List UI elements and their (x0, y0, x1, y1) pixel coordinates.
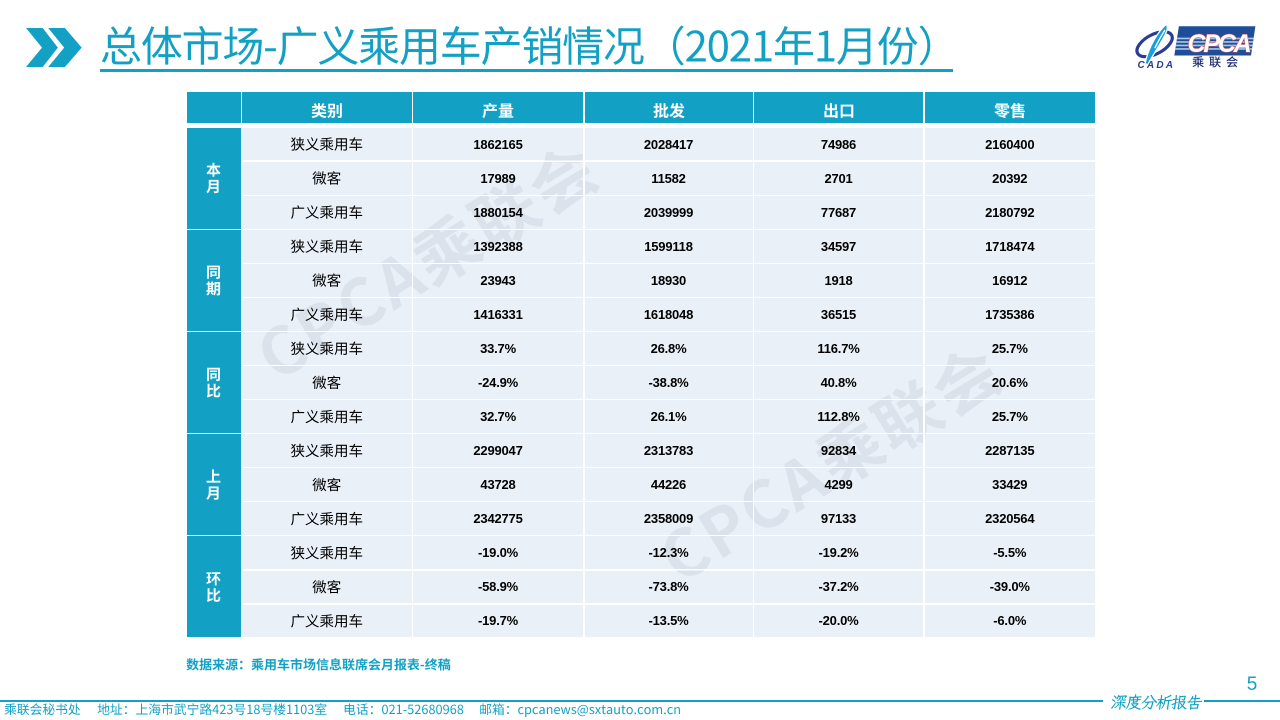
svg-text:CADA: CADA (1138, 60, 1176, 71)
svg-text:CPCA: CPCA (1188, 30, 1251, 58)
